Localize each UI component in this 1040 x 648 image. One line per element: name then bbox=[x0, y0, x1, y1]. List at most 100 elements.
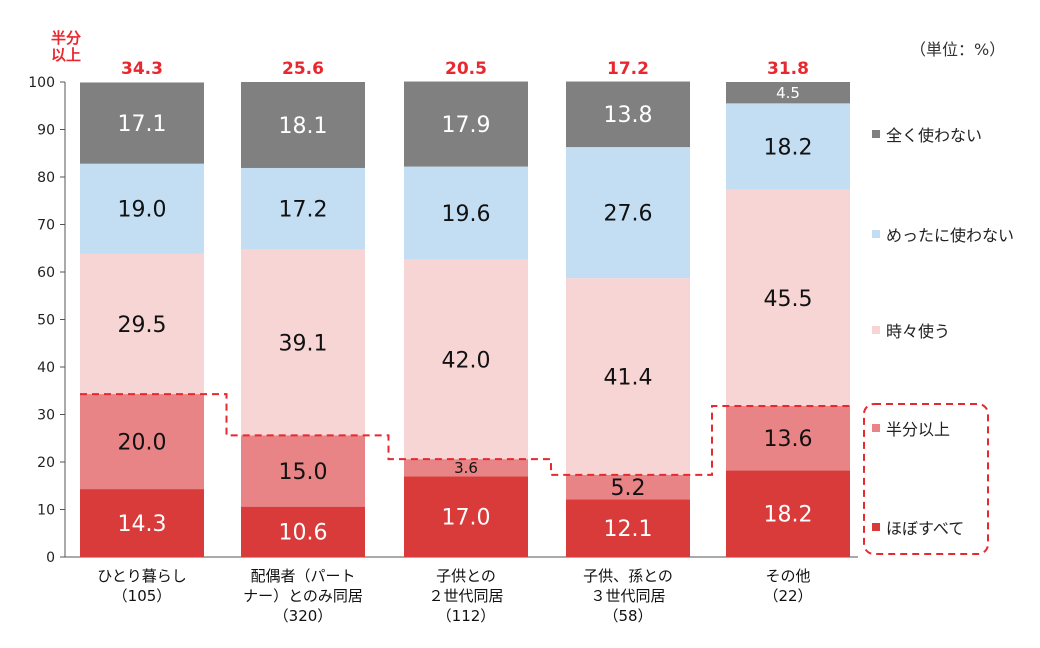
bar-segment bbox=[566, 474, 690, 500]
bar-segment bbox=[80, 489, 204, 557]
bar-segment bbox=[726, 189, 850, 406]
bar-segment bbox=[566, 278, 690, 475]
bar-segment bbox=[241, 435, 365, 507]
legend-highlight-box bbox=[863, 403, 989, 555]
bar-segment bbox=[241, 249, 365, 436]
half-or-more-header-line1: 半分 bbox=[50, 29, 81, 47]
legend-label: 時々使う bbox=[886, 322, 951, 341]
half-or-more-outline bbox=[80, 393, 850, 476]
bar-segment bbox=[726, 103, 850, 190]
bar-segment bbox=[404, 476, 528, 557]
data-label: 10.6 bbox=[279, 521, 328, 546]
data-label: 13.8 bbox=[604, 103, 653, 128]
category-sample-size: （105） bbox=[112, 587, 172, 605]
data-label: 4.5 bbox=[776, 84, 800, 102]
data-label: 12.1 bbox=[604, 517, 653, 542]
category-label: 配偶者（パート ナー）とのみ同居 （320） bbox=[228, 566, 378, 626]
data-label: 42.0 bbox=[442, 348, 491, 373]
data-label: 17.9 bbox=[442, 113, 491, 138]
unit-label: （単位：%） bbox=[910, 40, 1006, 59]
data-label: 15.0 bbox=[279, 460, 328, 485]
bar-segment bbox=[404, 259, 528, 460]
half-or-more-total: 25.6 bbox=[282, 59, 324, 79]
y-tick-label: 70 bbox=[37, 218, 55, 234]
y-tick-label: 40 bbox=[37, 360, 55, 376]
category-label-line2: ３世代同居 bbox=[590, 587, 666, 605]
category-label-line2: ２世代同居 bbox=[428, 587, 504, 605]
data-label: 41.4 bbox=[604, 365, 653, 390]
legend-swatch bbox=[872, 130, 880, 138]
y-tick-label: 30 bbox=[37, 408, 55, 424]
bar-segment bbox=[404, 459, 528, 477]
y-tick-label: 50 bbox=[37, 313, 55, 329]
bar-segment bbox=[80, 163, 204, 254]
category-label-line1: その他 bbox=[765, 567, 811, 585]
data-label: 45.5 bbox=[764, 287, 813, 312]
data-label: 39.1 bbox=[279, 331, 328, 356]
bar-segment bbox=[566, 499, 690, 557]
data-label: 18.1 bbox=[279, 114, 328, 139]
legend-item: めったに使わない bbox=[872, 222, 1014, 246]
half-or-more-header-line2: 以上 bbox=[50, 46, 81, 64]
category-sample-size: （112） bbox=[436, 607, 496, 625]
data-label: 13.6 bbox=[764, 427, 813, 452]
bar-segment bbox=[241, 167, 365, 250]
half-or-more-total: 31.8 bbox=[767, 59, 809, 79]
data-label: 29.5 bbox=[118, 313, 167, 338]
data-label: 14.3 bbox=[118, 512, 167, 537]
bar-segment bbox=[726, 470, 850, 557]
legend-swatch bbox=[872, 326, 880, 334]
legend-item: ほぼすべて bbox=[872, 515, 964, 539]
category-label-line2: ナー）とのみ同居 bbox=[243, 587, 363, 605]
legend-swatch bbox=[872, 424, 880, 432]
legend-label: 半分以上 bbox=[886, 420, 951, 439]
legend-swatch bbox=[872, 230, 880, 238]
data-label: 5.2 bbox=[611, 476, 646, 501]
category-label: ひとり暮らし （105） bbox=[67, 566, 217, 606]
bar-segment bbox=[404, 81, 528, 167]
bar-segment bbox=[404, 166, 528, 260]
legend-label: めったに使わない bbox=[886, 226, 1015, 245]
category-label-line1: 配偶者（パート bbox=[250, 567, 356, 585]
category-label: その他 （22） bbox=[713, 566, 863, 606]
bar-segment bbox=[80, 253, 204, 395]
bar-segment bbox=[241, 82, 365, 168]
category-label: 子供との ２世代同居 （112） bbox=[391, 566, 541, 626]
legend-item: 半分以上 bbox=[872, 416, 950, 440]
data-label: 3.6 bbox=[454, 459, 478, 477]
bar-segment bbox=[80, 82, 204, 164]
data-label: 19.0 bbox=[118, 198, 167, 223]
data-label: 18.2 bbox=[764, 503, 813, 528]
half-or-more-total: 34.3 bbox=[121, 59, 163, 79]
y-tick-label: 60 bbox=[37, 265, 55, 281]
legend-label: 全く使わない bbox=[886, 126, 983, 145]
y-tick-label: 100 bbox=[28, 75, 55, 91]
y-tick-label: 0 bbox=[46, 550, 55, 566]
category-sample-size: （22） bbox=[763, 587, 813, 605]
y-tick-label: 80 bbox=[37, 170, 55, 186]
category-label-line1: 子供、孫との bbox=[583, 567, 673, 585]
y-tick-label: 90 bbox=[37, 123, 55, 139]
data-label: 17.0 bbox=[442, 506, 491, 531]
legend-item: 全く使わない bbox=[872, 122, 982, 146]
half-or-more-total: 17.2 bbox=[607, 59, 649, 79]
bar-segment bbox=[566, 81, 690, 148]
category-label-line1: 子供との bbox=[436, 567, 496, 585]
y-tick-label: 20 bbox=[37, 455, 55, 471]
data-label: 17.2 bbox=[279, 198, 328, 223]
legend-item: 時々使う bbox=[872, 318, 950, 342]
data-label: 27.6 bbox=[604, 202, 653, 227]
bar-segment bbox=[241, 506, 365, 557]
category-sample-size: （58） bbox=[603, 607, 653, 625]
data-label: 20.0 bbox=[118, 430, 167, 455]
data-label: 19.6 bbox=[442, 202, 491, 227]
bar-segment bbox=[726, 82, 850, 104]
half-or-more-header: 半分 以上 bbox=[46, 30, 86, 64]
category-label: 子供、孫との ３世代同居 （58） bbox=[553, 566, 703, 626]
half-or-more-total: 20.5 bbox=[445, 59, 487, 79]
data-label: 18.2 bbox=[764, 136, 813, 161]
y-tick-label: 10 bbox=[37, 503, 55, 519]
bar-segment bbox=[726, 405, 850, 471]
